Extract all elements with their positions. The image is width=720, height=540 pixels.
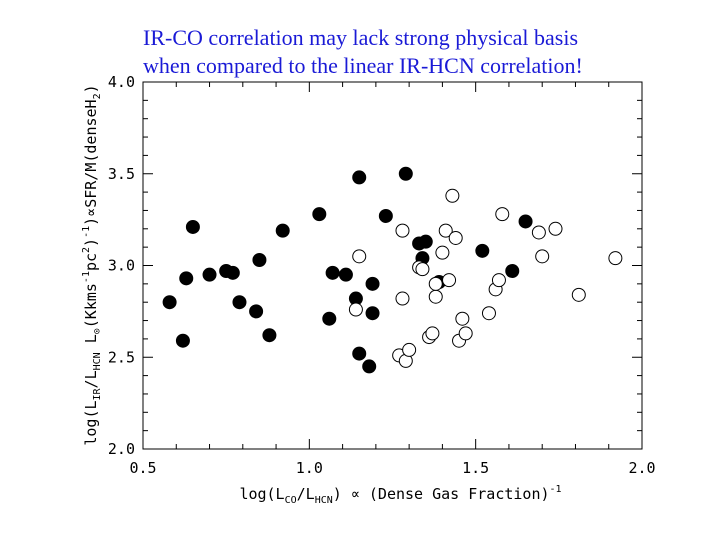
filled-data-point xyxy=(365,276,380,291)
open-data-point xyxy=(352,249,367,264)
filled-data-point xyxy=(225,265,240,280)
filled-data-point xyxy=(505,264,520,279)
y-axis-label: log(LIR/LHCN L⊙(Kkms-1pc2)-1)∝SFR/M(dens… xyxy=(81,84,103,445)
open-data-point xyxy=(548,221,563,236)
x-tick-label: 1.0 xyxy=(296,459,323,477)
open-data-point xyxy=(395,291,410,306)
filled-data-point xyxy=(352,346,367,361)
filled-data-point xyxy=(275,223,290,238)
filled-data-point xyxy=(262,328,277,343)
x-axis-title: log(LCO/LHCN) ∝ (Dense Gas Fraction)-1 xyxy=(239,484,561,506)
filled-data-point xyxy=(162,295,177,310)
open-data-point xyxy=(428,276,443,291)
filled-data-point xyxy=(202,267,217,282)
filled-data-point xyxy=(518,214,533,229)
open-data-point xyxy=(348,302,363,317)
chart-title: IR-CO correlation may lack strong physic… xyxy=(143,24,663,80)
plot-area xyxy=(142,81,643,450)
filled-data-point xyxy=(352,170,367,185)
filled-data-point xyxy=(249,304,264,319)
open-data-point xyxy=(608,251,623,266)
open-data-point xyxy=(455,311,470,326)
filled-data-point xyxy=(179,271,194,286)
y-tick-label: 3.0 xyxy=(108,257,135,275)
y-tick-label: 3.5 xyxy=(108,165,135,183)
filled-data-point xyxy=(418,234,433,249)
filled-data-point xyxy=(338,267,353,282)
filled-data-point xyxy=(365,306,380,321)
open-data-point xyxy=(535,249,550,264)
open-data-point xyxy=(402,342,417,357)
open-data-point xyxy=(442,273,457,288)
open-data-point xyxy=(395,223,410,238)
open-data-point xyxy=(448,230,463,245)
y-tick-label: 2.0 xyxy=(108,440,135,458)
chart-title-line-2: when compared to the linear IR-HCN corre… xyxy=(143,53,583,78)
y-axis-ticks: 2.0 2.5 3.0 3.5 4.0 xyxy=(108,73,642,458)
open-data-point xyxy=(425,326,440,341)
x-tick-label: 2.0 xyxy=(628,459,655,477)
open-data-point xyxy=(415,262,430,277)
open-data-point xyxy=(428,289,443,304)
x-tick-label: 0.5 xyxy=(129,459,156,477)
filled-data-point xyxy=(312,207,327,222)
x-tick-label: 1.5 xyxy=(462,459,489,477)
open-data-point xyxy=(458,326,473,341)
open-data-point xyxy=(495,207,510,222)
filled-data-point xyxy=(185,219,200,234)
filled-data-point xyxy=(378,208,393,223)
filled-data-point xyxy=(175,333,190,348)
open-data-point xyxy=(491,273,506,288)
open-data-point xyxy=(481,306,496,321)
filled-data-point xyxy=(475,243,490,258)
x-axis-ticks: 0.5 1.0 1.5 2.0 xyxy=(129,82,656,477)
open-data-point xyxy=(435,245,450,260)
open-data-point xyxy=(445,188,460,203)
x-axis-label: log(LCO/LHCN) ∝ (Dense Gas Fraction)-1 xyxy=(239,484,561,506)
filled-data-point xyxy=(232,295,247,310)
filled-data-point xyxy=(322,311,337,326)
y-tick-label: 2.5 xyxy=(108,348,135,366)
chart-title-line-1: IR-CO correlation may lack strong physic… xyxy=(143,25,579,50)
open-data-point xyxy=(531,225,546,240)
filled-data-point xyxy=(252,252,267,267)
open-data-point xyxy=(438,223,453,238)
filled-data-point xyxy=(398,166,413,181)
filled-data-point xyxy=(325,265,340,280)
filled-data-point xyxy=(362,359,377,374)
y-axis-title: log(LIR/LHCN L⊙(Kkms-1pc2)-1)∝SFR/M(dens… xyxy=(81,84,103,445)
open-data-point xyxy=(571,287,586,302)
plot-frame xyxy=(142,81,643,450)
y-tick-label: 4.0 xyxy=(108,73,135,91)
data-points xyxy=(162,166,623,374)
